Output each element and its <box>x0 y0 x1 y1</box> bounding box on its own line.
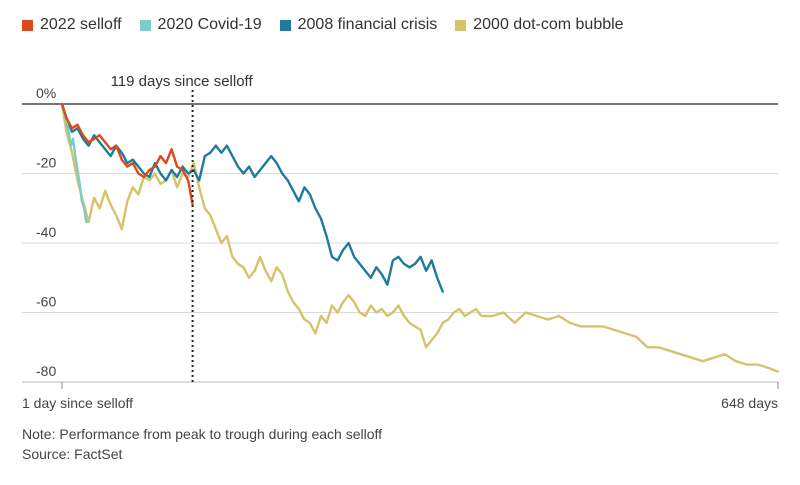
footnotes: Note: Performance from peak to trough du… <box>22 424 382 464</box>
annotation-label: 119 days since selloff <box>111 73 254 90</box>
y-tick-label-20: -20 <box>36 155 56 171</box>
legend-label-2022: 2022 selloff <box>40 16 122 33</box>
axes: 1 day since selloff 648 days 119 days sinc… <box>22 73 779 411</box>
legend-label-2020: 2020 Covid-19 <box>157 16 262 33</box>
x-tick-label-1: 648 days <box>721 395 778 411</box>
legend-item-2020: 2020 Covid-19 <box>139 16 262 34</box>
legend-item-2022: 2022 selloff <box>22 16 122 34</box>
legend-label-2000: 2000 dot-com bubble <box>473 16 624 33</box>
legend: 2022 selloff 2020 Covid-19 2008 financia… <box>22 16 642 34</box>
legend-item-2008: 2008 financial crisis <box>279 16 438 34</box>
note-text: Note: Performance from peak to trough du… <box>22 426 383 442</box>
y-tick-label-0: 0% <box>36 85 56 101</box>
legend-label-2008: 2008 financial crisis <box>297 16 438 33</box>
y-tick-label-40: -40 <box>36 224 56 240</box>
legend-item-2000: 2000 dot-com bubble <box>455 16 624 34</box>
legend-swatch-2022 <box>22 19 33 31</box>
legend-swatch-2000 <box>455 19 467 31</box>
series-layer <box>60 102 780 373</box>
source-text: Source: FactSet <box>22 446 123 462</box>
grid: 0% -20 -40 -60 -80 <box>22 85 778 383</box>
series-line-2000-dot-com-bubble <box>60 102 780 373</box>
legend-swatch-2020 <box>139 19 151 31</box>
legend-swatch-2008 <box>279 19 291 31</box>
series-line-2008-financial-crisis <box>60 102 444 293</box>
series-line-2022-selloff <box>60 102 194 207</box>
y-tick-label-60: -60 <box>36 294 56 310</box>
y-tick-label-80: -80 <box>36 363 56 379</box>
x-tick-label-0: 1 day since selloff <box>22 395 133 411</box>
